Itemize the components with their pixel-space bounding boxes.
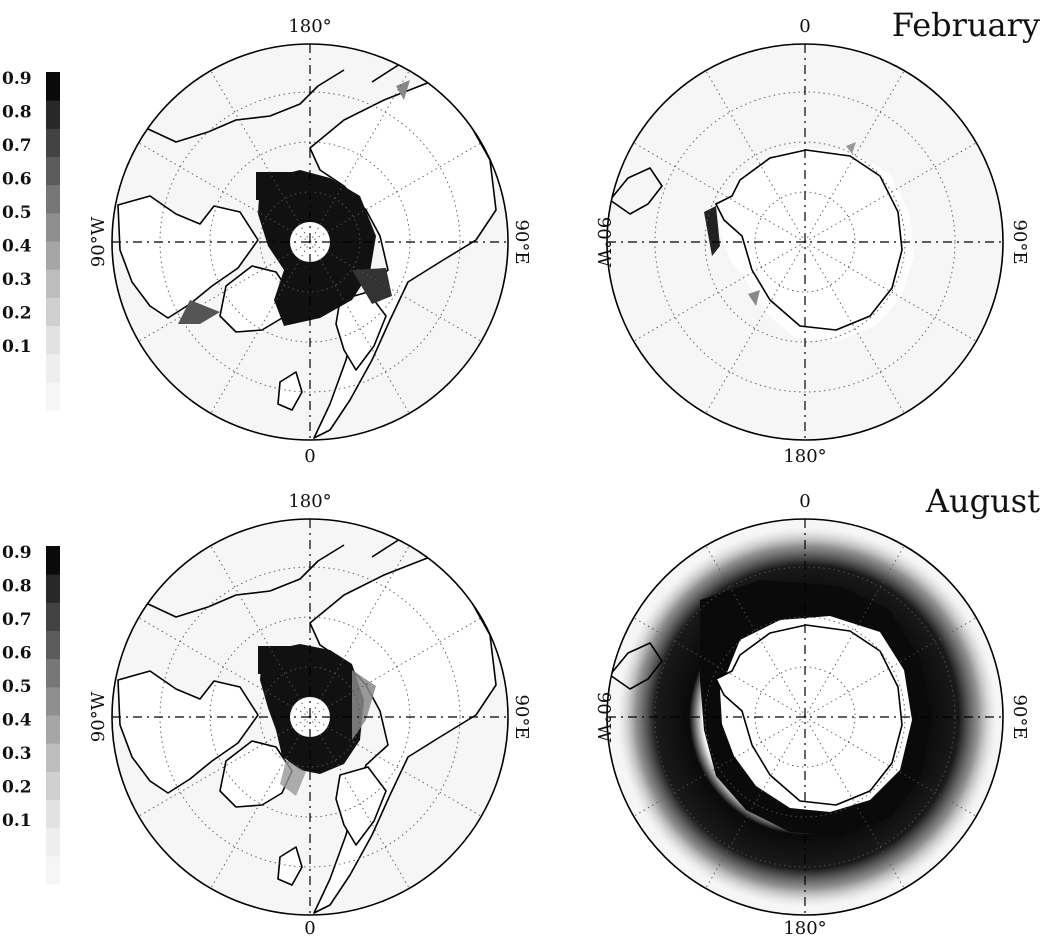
- colorbar-august: 0.9 0.8 0.7 0.6 0.5 0.4 0.3 0.2 0.1: [2, 543, 60, 885]
- colorbar-swatch: [46, 184, 60, 214]
- label-right: 90°E: [511, 219, 532, 264]
- label-top: 0: [799, 16, 810, 37]
- label-bottom: 0: [304, 918, 315, 938]
- land-greenland: [219, 740, 293, 808]
- colorbar-swatch: [46, 658, 60, 688]
- colorbar-tick-label: 0.6: [2, 170, 32, 190]
- colorbar-tick-label: 0.5: [2, 203, 32, 223]
- colorbar-swatch: [46, 827, 60, 857]
- colorbar-tick-label: 0.5: [2, 677, 32, 697]
- colorbar-tick-label: 0.2: [2, 778, 32, 798]
- coast-south-america: [609, 642, 663, 690]
- colorbar-tick-label: 0.9: [2, 543, 32, 563]
- colorbar-tick-label: 0.1: [2, 811, 32, 831]
- colorbar-swatch: [46, 799, 60, 829]
- colorbar-swatch: [46, 72, 60, 101]
- map-rim: [606, 518, 1004, 916]
- label-right: 90°E: [1009, 694, 1030, 739]
- colorbar-swatch: [46, 353, 60, 383]
- colorbar-tick-label: 0.4: [2, 711, 32, 731]
- coast-south-america: [609, 167, 663, 215]
- colorbar-swatch: [46, 241, 60, 270]
- colorbar-swatch: [46, 546, 60, 575]
- colorbar-swatch: [46, 100, 60, 129]
- label-top: 180°: [288, 16, 331, 37]
- colorbar-tick-label: 0.6: [2, 644, 32, 664]
- label-top: 0: [799, 491, 810, 512]
- label-left: 90°W: [593, 217, 614, 268]
- colorbar-tick-label: 0.3: [2, 270, 32, 290]
- land-scandinavia: [335, 766, 387, 846]
- map-rim: [606, 43, 1004, 441]
- map-south-august: 0 180° 90°W 90°E: [593, 491, 1030, 938]
- label-bottom: 180°: [783, 446, 826, 467]
- map-north-august: 180° 0 90°W 90°E: [88, 491, 532, 938]
- graticule: [607, 44, 1003, 440]
- colorbar-tick-label: 0.2: [2, 304, 32, 324]
- graticule: [607, 519, 1003, 915]
- colorbar-swatch: [46, 297, 60, 326]
- colorbar-swatch: [46, 855, 60, 885]
- colorbar-swatch: [46, 156, 60, 186]
- label-bottom: 180°: [783, 918, 826, 938]
- colorbar-tick-label: 0.8: [2, 577, 32, 597]
- label-top: 180°: [288, 491, 331, 512]
- map-north-february: 180° 0 90°W 90°E: [88, 16, 532, 467]
- colorbar-tick-label: 0.3: [2, 744, 32, 764]
- colorbar-swatch: [46, 212, 60, 242]
- colorbar-swatch: [46, 128, 60, 157]
- label-right: 90°E: [511, 694, 532, 739]
- colorbar-swatch: [46, 743, 60, 772]
- label-right: 90°E: [1009, 219, 1030, 264]
- colorbar-february: 0.9 0.8 0.7 0.6 0.5 0.4 0.3 0.2 0.1: [2, 69, 60, 411]
- map-south-february: 0 180° 90°W 90°E: [593, 16, 1030, 467]
- label-bottom: 0: [304, 446, 315, 467]
- land-north-america: [117, 670, 259, 794]
- land-north-america: [117, 195, 259, 319]
- map-rim: [111, 43, 509, 441]
- colorbar-swatch: [46, 715, 60, 744]
- colorbar-swatch: [46, 686, 60, 716]
- label-left: 90°W: [88, 691, 109, 742]
- colorbar-swatch: [46, 269, 60, 298]
- colorbar-tick-label: 0.9: [2, 69, 32, 89]
- colorbar-tick-label: 0.8: [2, 103, 32, 123]
- graticule: [112, 44, 508, 440]
- colorbar-tick-label: 0.1: [2, 337, 32, 357]
- coast-alaska: [145, 69, 345, 143]
- map-rim: [111, 518, 509, 916]
- colorbar-tick-label: 0.7: [2, 136, 32, 156]
- land-antarctica: [715, 624, 903, 806]
- colorbar-swatch: [46, 771, 60, 800]
- month-title-august: August: [925, 482, 1040, 520]
- colorbar-tick-label: 0.7: [2, 610, 32, 630]
- ice-fraction-field: [704, 142, 856, 306]
- colorbar-swatch: [46, 325, 60, 355]
- colorbar-tick-label: 0.4: [2, 237, 32, 257]
- colorbar-swatch: [46, 602, 60, 631]
- graticule: [112, 519, 508, 915]
- label-left: 90°W: [88, 216, 109, 267]
- colorbar-swatch: [46, 630, 60, 660]
- colorbar-swatch: [46, 381, 60, 411]
- colorbar-swatch: [46, 574, 60, 603]
- label-left: 90°W: [593, 692, 614, 743]
- month-title-february: February: [892, 6, 1040, 44]
- coast-alaska: [145, 544, 345, 618]
